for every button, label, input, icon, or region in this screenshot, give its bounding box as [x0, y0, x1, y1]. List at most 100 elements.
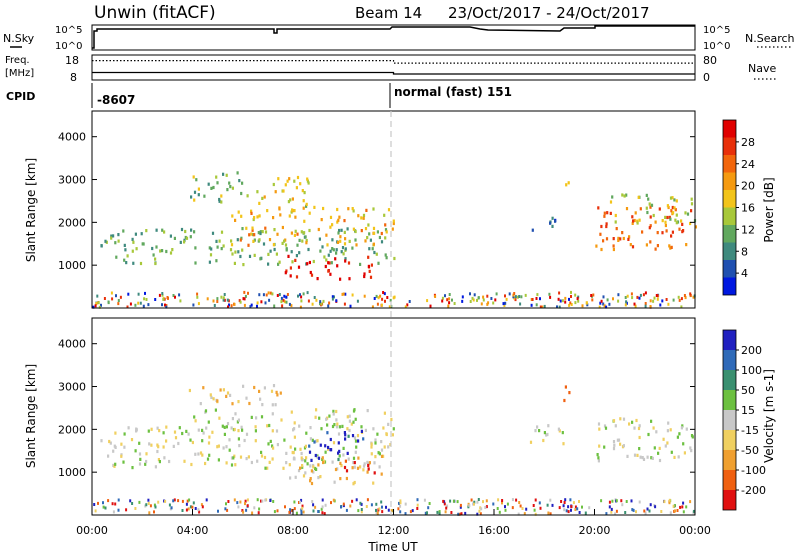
echo-cell	[189, 438, 192, 442]
scatter-cell	[387, 508, 390, 512]
scatter-cell	[684, 296, 687, 300]
echo-cell	[646, 455, 649, 459]
colorbar-swatch	[723, 470, 736, 490]
scatter-cell	[148, 511, 151, 515]
scatter-cell	[376, 511, 379, 515]
echo-cell	[612, 419, 616, 423]
scatter-cell	[631, 296, 634, 300]
echo-cell	[558, 429, 561, 433]
scatter-cell	[649, 299, 652, 303]
scatter-cell	[547, 511, 550, 515]
echo-cell	[222, 244, 225, 248]
echo-cell	[367, 264, 370, 268]
echo-cell	[319, 443, 322, 447]
echo-cell	[682, 442, 685, 446]
scatter-cell	[626, 294, 629, 298]
echo-cell	[675, 199, 678, 203]
scatter-cell	[351, 499, 354, 503]
scatter-cell	[253, 506, 256, 510]
echo-cell	[393, 256, 396, 261]
echo-cell	[250, 211, 253, 215]
echo-cell	[335, 251, 338, 255]
echo-cell	[293, 233, 296, 237]
echo-cell	[317, 476, 320, 480]
scatter-cell	[239, 300, 242, 304]
echo-cell	[551, 224, 554, 228]
scatter-cell	[258, 293, 261, 297]
scatter-cell	[157, 500, 160, 504]
echo-cell	[284, 271, 287, 275]
scatter-cell	[434, 295, 437, 298]
scatter-cell	[301, 506, 304, 510]
scatter-cell	[192, 303, 195, 307]
scatter-cell	[515, 498, 518, 502]
scatter-cell	[117, 302, 120, 306]
nsky-trace	[92, 25, 695, 49]
scatter-cell	[563, 508, 566, 512]
echo-cell	[376, 432, 379, 436]
echo-cell	[352, 209, 355, 213]
colorbar-swatch	[723, 490, 736, 510]
echo-cell	[299, 466, 302, 470]
scatter-cell	[111, 297, 114, 301]
echo-cell	[335, 248, 338, 252]
echo-cell	[131, 249, 134, 253]
echo-cell	[108, 439, 111, 444]
echo-cell	[316, 439, 319, 443]
echo-cell	[623, 194, 626, 198]
echo-cell	[148, 442, 151, 446]
scatter-cell	[574, 505, 577, 509]
scatter-cell	[581, 304, 584, 308]
echo-cell	[360, 425, 363, 429]
echo-cell	[354, 450, 357, 454]
echo-cell	[268, 460, 271, 464]
echo-cell	[245, 396, 248, 400]
echo-cell	[666, 204, 669, 208]
echo-cell	[211, 231, 215, 235]
echo-cell	[364, 227, 368, 231]
freq-tick-bottom: 8	[70, 71, 77, 84]
echo-cell	[214, 408, 217, 412]
echo-cell	[220, 194, 223, 198]
echo-cell	[347, 261, 351, 265]
echo-cell	[123, 243, 126, 247]
echo-cell	[669, 246, 672, 250]
scatter-cell	[534, 498, 537, 502]
scatter-cell	[299, 500, 302, 504]
scatter-cell	[517, 512, 520, 516]
scatter-cell	[328, 301, 331, 305]
echo-cell	[208, 260, 211, 264]
echo-cell	[690, 197, 693, 201]
echo-cell	[344, 247, 347, 251]
echo-cell	[234, 412, 237, 416]
echo-cell	[557, 427, 560, 431]
echo-cell	[383, 445, 386, 449]
scatter-cell	[205, 498, 208, 502]
echo-cell	[677, 455, 680, 459]
echo-cell	[112, 463, 115, 467]
echo-cell	[237, 418, 240, 422]
echo-cell	[216, 181, 219, 185]
velocity-colorbar-label: Velocity [m s-1]	[762, 369, 776, 463]
echo-cell	[617, 236, 620, 240]
scatter-cell	[360, 502, 363, 506]
velocity-xticks: 00:00 04:00 08:00 12:00 16:00 20:00 00:00	[76, 509, 711, 537]
scatter-cell	[306, 291, 309, 295]
echo-cell	[225, 425, 228, 429]
scatter-cell	[485, 505, 488, 509]
scatter-cell	[444, 510, 447, 514]
echo-cell	[216, 399, 219, 403]
nsky-tick-top: 10^5	[55, 25, 82, 36]
scatter-cell	[615, 509, 618, 513]
ytick-label: 1000	[58, 259, 86, 272]
echo-cell	[283, 438, 286, 442]
echo-cell	[267, 262, 270, 266]
echo-cell	[145, 459, 148, 464]
cpid-value-1: -8607	[97, 93, 135, 107]
echo-cell	[329, 249, 332, 253]
scatter-cell	[472, 298, 475, 302]
echo-cell	[190, 228, 193, 232]
scatter-cell	[617, 299, 620, 303]
echo-cell	[205, 426, 208, 430]
echo-cell	[331, 424, 335, 429]
